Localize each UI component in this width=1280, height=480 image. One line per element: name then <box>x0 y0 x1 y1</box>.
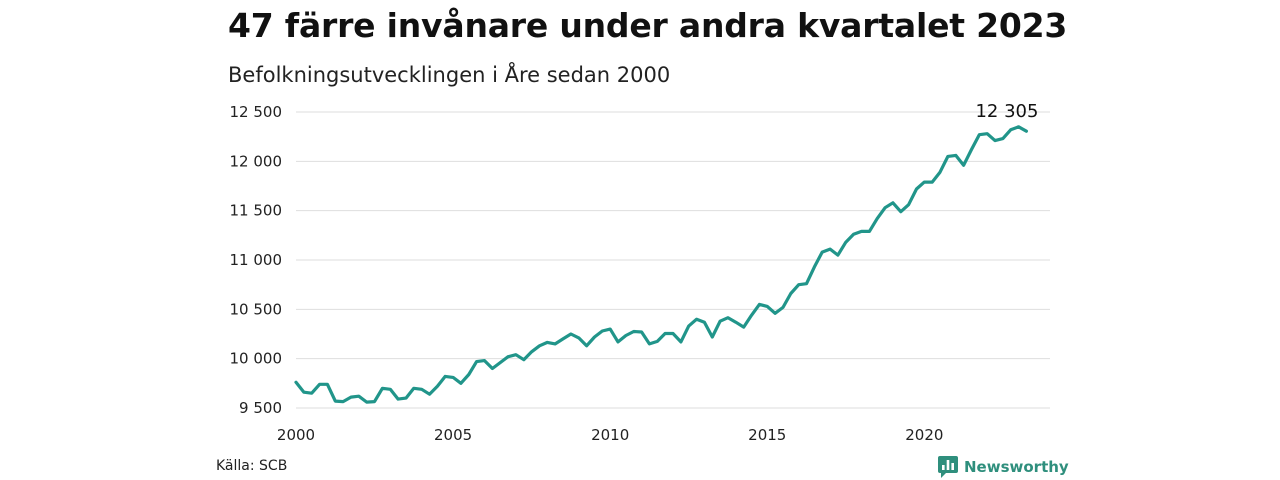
y-tick-label: 10 000 <box>230 350 283 368</box>
x-tick-label: 2020 <box>905 426 943 444</box>
y-tick-label: 12 000 <box>230 152 283 170</box>
brand-name: Newsworthy <box>964 458 1069 476</box>
y-tick-label: 12 500 <box>230 103 283 121</box>
y-tick-label: 10 500 <box>230 300 283 318</box>
gridlines <box>296 111 1050 409</box>
data-labels: 12 305 <box>975 101 1038 122</box>
chart-title: 47 färre invånare under andra kvartalet … <box>228 6 1068 45</box>
y-axis-tick-labels: 9 500 10 000 10 500 11 000 11 500 12 000 12 50… <box>230 103 283 417</box>
series-layer <box>294 125 1028 404</box>
series-line-0 <box>294 125 1028 404</box>
y-tick-label: 11 500 <box>230 202 283 220</box>
x-tick-label: 2005 <box>434 426 472 444</box>
end-value-label: 12 305 <box>975 101 1038 122</box>
source-note: Källa: SCB <box>216 458 288 474</box>
chart-subtitle: Befolkningsutvecklingen i Åre sedan 2000 <box>228 63 671 87</box>
bar-chart-speech-bubble-icon <box>938 456 958 478</box>
x-tick-label: 2015 <box>748 426 786 444</box>
x-tick-label: 2010 <box>591 426 629 444</box>
brand-logo[interactable]: Newsworthy <box>938 456 1069 478</box>
x-axis-tick-labels: 2000 2005 2010 2015 2020 <box>277 426 944 444</box>
y-tick-label: 9 500 <box>239 399 282 417</box>
y-tick-label: 11 000 <box>230 251 283 269</box>
x-tick-label: 2000 <box>277 426 315 444</box>
